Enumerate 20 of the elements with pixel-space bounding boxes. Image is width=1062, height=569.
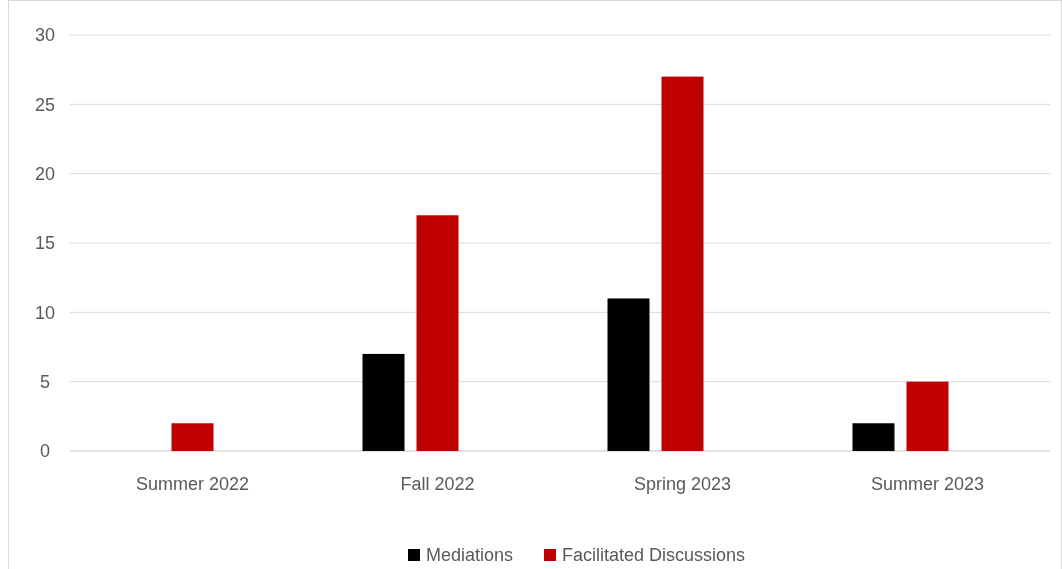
y-tick-label: 20 bbox=[34, 163, 56, 184]
x-tick-label: Summer 2023 bbox=[870, 474, 985, 495]
bar bbox=[661, 76, 704, 451]
y-tick-label: 25 bbox=[34, 94, 56, 115]
x-tick-label: Fall 2022 bbox=[400, 474, 475, 495]
legend-label: Mediations bbox=[426, 545, 514, 566]
y-tick-label: 0 bbox=[39, 441, 51, 462]
bar bbox=[852, 423, 895, 451]
y-tick-label: 10 bbox=[34, 302, 56, 323]
x-tick-label: Summer 2022 bbox=[135, 474, 250, 495]
bar bbox=[362, 353, 405, 451]
bar bbox=[906, 381, 949, 451]
y-tick-label: 15 bbox=[34, 233, 56, 254]
y-tick-label: 30 bbox=[34, 25, 56, 46]
bar bbox=[607, 298, 650, 451]
y-tick-label: 5 bbox=[39, 371, 51, 392]
bar bbox=[416, 215, 459, 451]
x-tick-label: Spring 2023 bbox=[633, 474, 732, 495]
legend-label: Facilitated Discussions bbox=[562, 545, 746, 566]
bar bbox=[171, 423, 214, 451]
